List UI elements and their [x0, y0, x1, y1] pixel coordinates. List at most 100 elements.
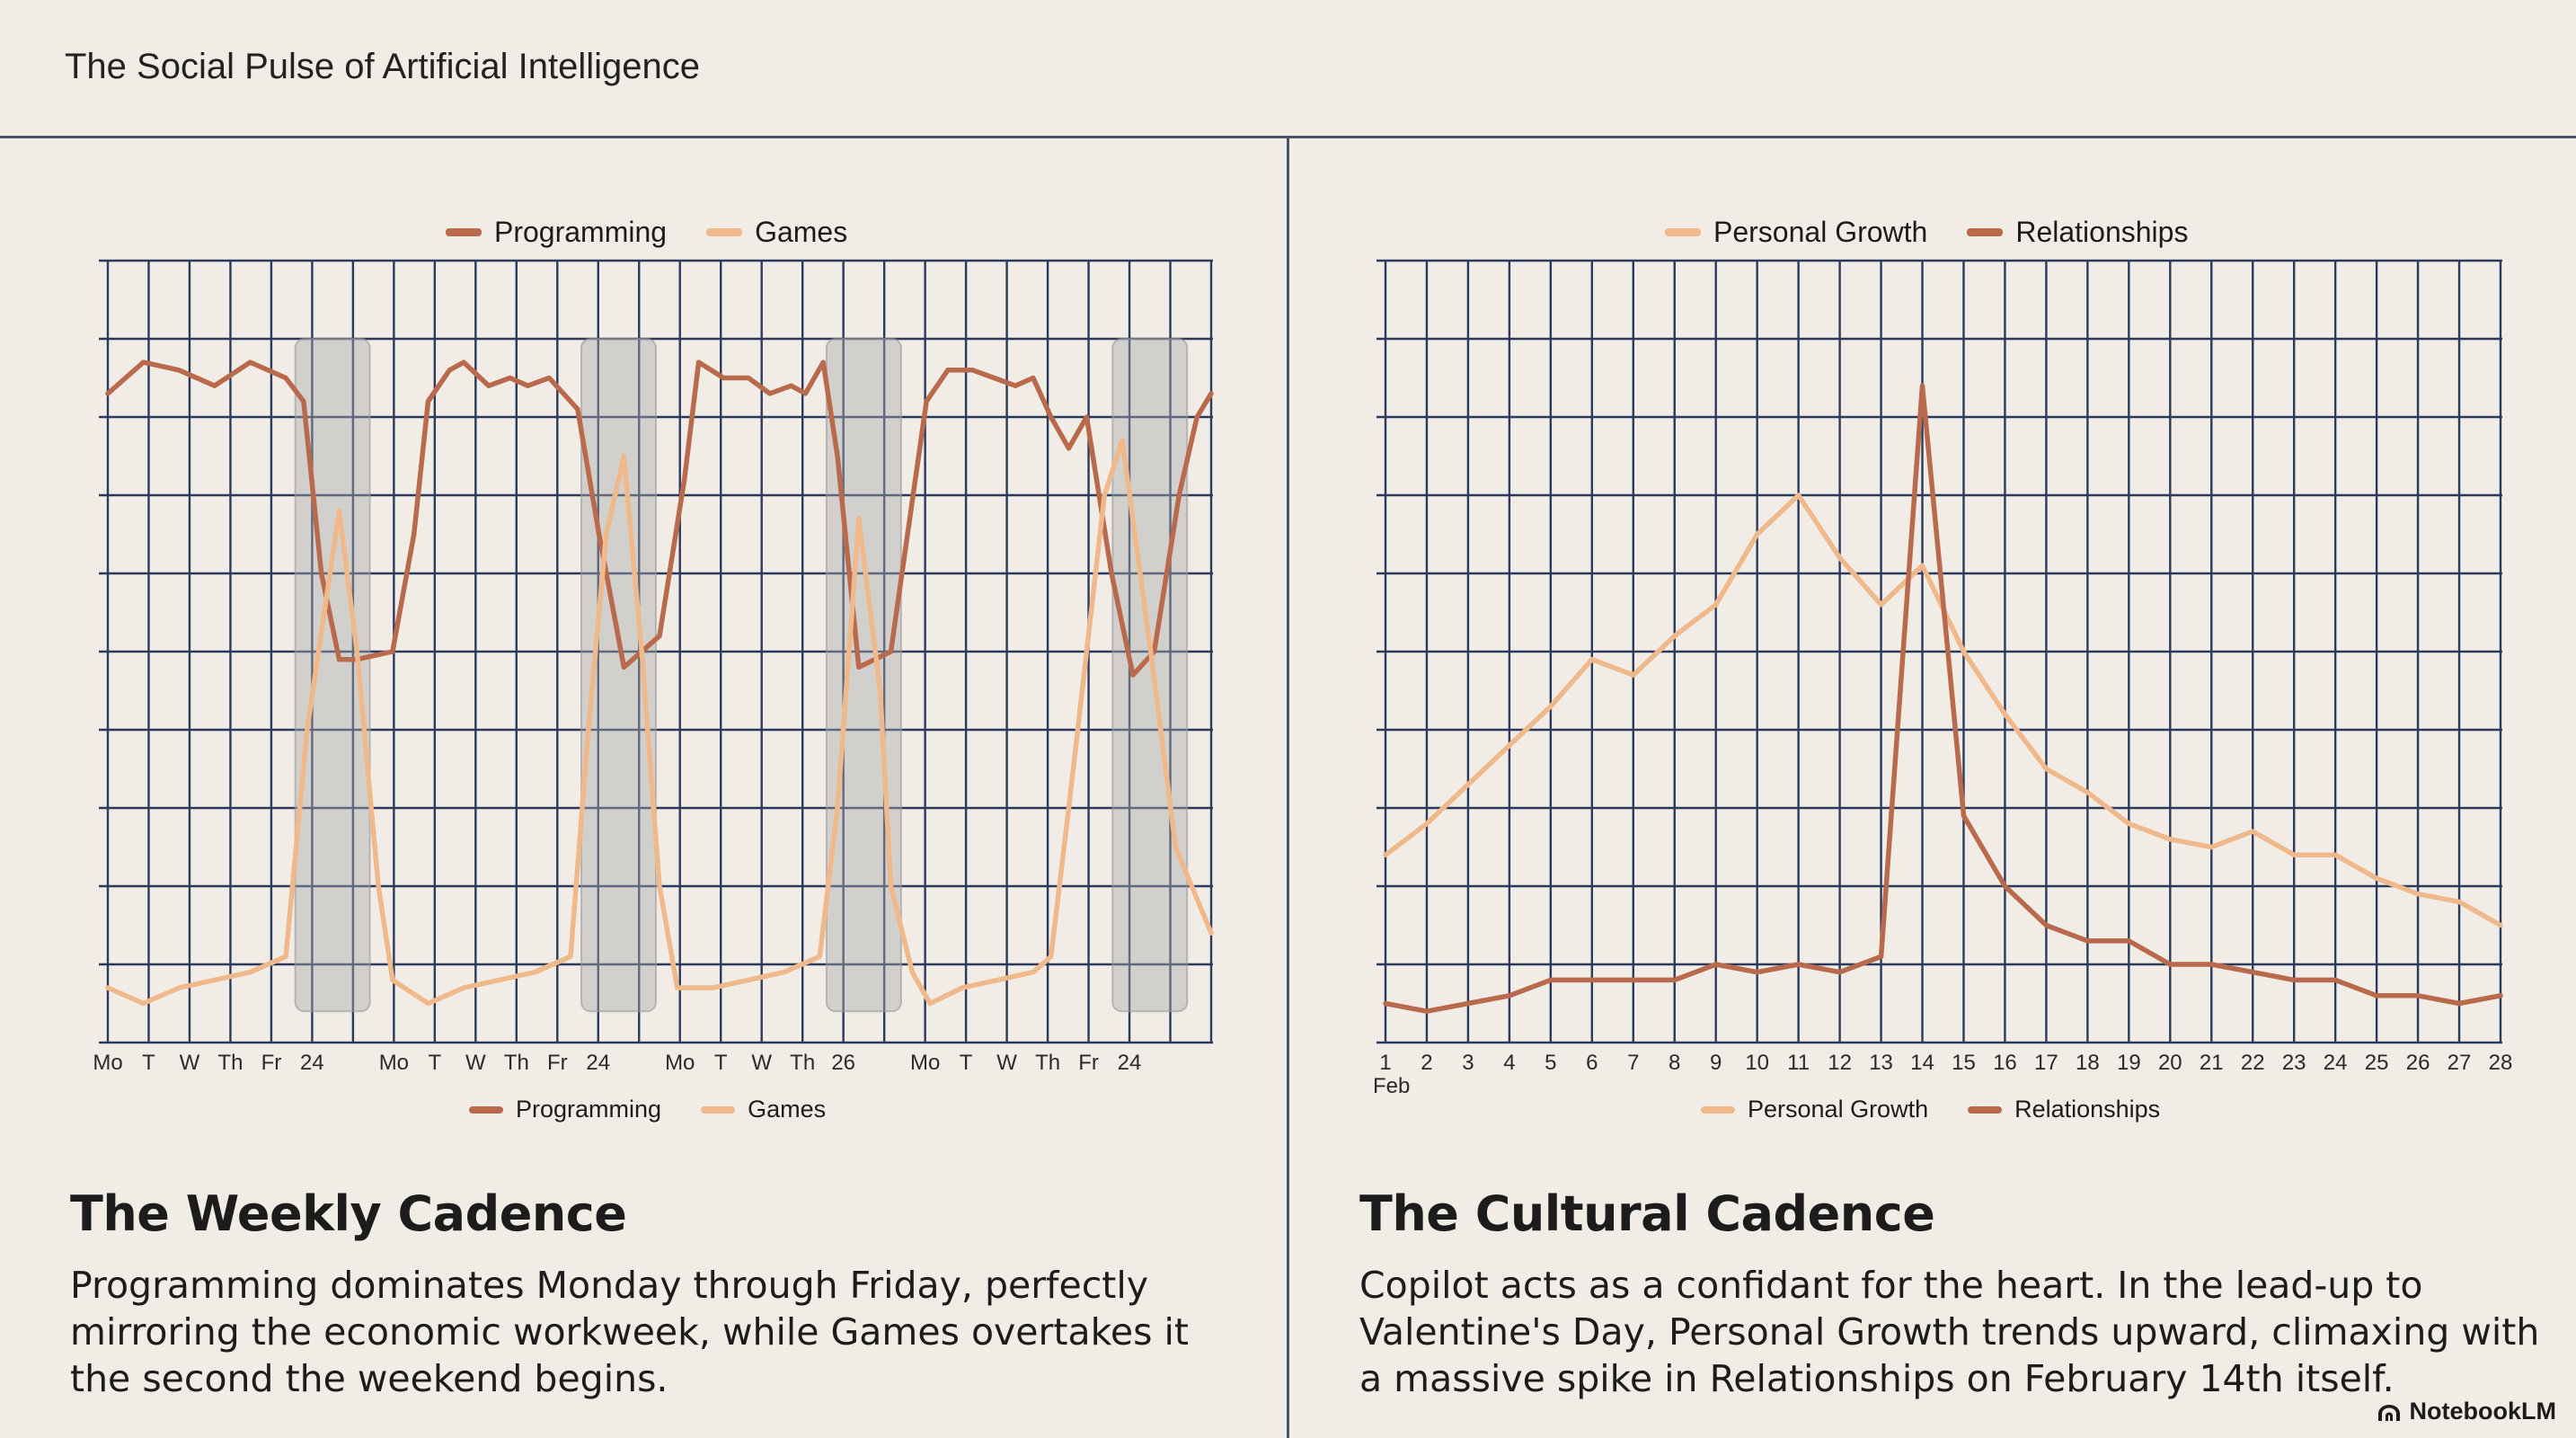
- legend-swatch: [701, 1105, 736, 1114]
- x-tick-label: 27: [2448, 1051, 2472, 1075]
- x-tick-label: 14: [1910, 1051, 1934, 1075]
- legend-swatch: [706, 228, 743, 236]
- x-tick-label: 6: [1586, 1051, 1598, 1075]
- page-title: The Social Pulse of Artificial Intellige…: [65, 47, 701, 86]
- legend-item-personal-growth: Personal Growth: [1701, 1096, 1928, 1123]
- x-tick-labels: 1 2 3 4 5 6 7 8 9 10 11 12 13 14 15 16 17 18 19 20 21 22 23 24 2…: [1373, 1051, 2512, 1098]
- x-tick-label: W: [465, 1051, 486, 1075]
- weekly-panel: Mo T W Th Fr 24 Mo T W Th Fr 24 Mo T W Th 26 Mo T W Th Fr 24 P…: [0, 138, 1287, 1438]
- x-tick-label: 18: [2076, 1051, 2100, 1075]
- weekly-legend-top: Programming Games: [446, 216, 847, 249]
- legend-swatch: [1665, 228, 1701, 236]
- x-tick-label: 24: [586, 1051, 610, 1075]
- header: The Social Pulse of Artificial Intellige…: [0, 0, 2576, 138]
- weekend-band: [825, 338, 902, 1013]
- weekend-bands: [294, 338, 1189, 1013]
- x-tick-label: 5: [1545, 1051, 1556, 1075]
- x-tick-label: Th: [217, 1051, 243, 1075]
- x-tick-label: 19: [2117, 1051, 2141, 1075]
- x-tick-label: Mo: [379, 1051, 409, 1075]
- weekly-chart: Mo T W Th Fr 24 Mo T W Th Fr 24 Mo T W Th 26 Mo T W Th Fr 24: [93, 259, 1214, 1075]
- x-tick-label: 21: [2200, 1051, 2224, 1075]
- cultural-panel: 1 2 3 4 5 6 7 8 9 10 11 12 13 14 15 16 17 18 19 20 21 22 23 24 2…: [1289, 138, 2576, 1438]
- x-tick-label: 26: [831, 1051, 855, 1075]
- x-tick-label: W: [180, 1051, 200, 1075]
- legend-item-personal-growth: Personal Growth: [1665, 216, 1927, 249]
- x-tick-label: T: [142, 1051, 155, 1075]
- x-tick-label: T: [714, 1051, 728, 1075]
- legend-label: Personal Growth: [1713, 216, 1928, 248]
- x-tick-label: 16: [1993, 1051, 2017, 1075]
- series-line-relationships: [1383, 383, 2503, 1014]
- legend-swatch: [446, 228, 482, 236]
- cultural-legend-top: Personal Growth Relationships: [1665, 216, 2188, 249]
- x-tick-label: 11: [1787, 1051, 1810, 1075]
- legend-swatch: [1967, 228, 2004, 236]
- weekly-body: Programming dominates Monday through Fri…: [70, 1264, 1189, 1400]
- x-tick-label: Mo: [93, 1051, 122, 1075]
- x-tick-label: 10: [1745, 1051, 1769, 1075]
- legend-item-games: Games: [701, 1096, 826, 1123]
- cultural-chart: 1 2 3 4 5 6 7 8 9 10 11 12 13 14 15 16 17 18 19 20 21 22 23 24 2…: [1373, 259, 2512, 1098]
- x-tick-label: 22: [2241, 1051, 2265, 1075]
- x-tick-label: 3: [1462, 1051, 1474, 1075]
- cultural-heading: The Cultural Cadence: [1359, 1185, 1935, 1242]
- legend-item-programming: Programming: [446, 216, 667, 249]
- x-tick-label: 24: [300, 1051, 324, 1075]
- x-tick-label: Mo: [665, 1051, 695, 1075]
- x-tick-label: Fr: [547, 1051, 568, 1075]
- legend-label: Games: [755, 216, 848, 248]
- series-line-games: [105, 438, 1214, 1007]
- legend-item-games: Games: [706, 216, 847, 249]
- legend-label: Programming: [494, 216, 668, 248]
- x-tick-label: 25: [2365, 1051, 2389, 1075]
- legend-label: Games: [748, 1096, 827, 1123]
- x-tick-label: 23: [2282, 1051, 2306, 1075]
- x-tick-label: 28: [2489, 1051, 2513, 1075]
- x-tick-label: 13: [1869, 1051, 1893, 1075]
- x-axis-month-label: Feb: [1373, 1074, 1410, 1098]
- x-tick-label: 24: [1118, 1051, 1142, 1075]
- legend-swatch: [469, 1105, 503, 1114]
- x-tick-label: Th: [504, 1051, 529, 1075]
- legend-swatch: [1701, 1105, 1735, 1114]
- x-tick-label: Mo: [910, 1051, 940, 1075]
- legend-item-relationships: Relationships: [1967, 216, 2188, 249]
- series-line-personal-growth: [1383, 493, 2503, 928]
- x-tick-label: 8: [1669, 1051, 1680, 1075]
- legend-label: Programming: [516, 1096, 662, 1123]
- panel-divider: [1287, 138, 1289, 1438]
- legend-label: Personal Growth: [1748, 1096, 1929, 1123]
- weekly-heading: The Weekly Cadence: [70, 1185, 627, 1242]
- grid: [1377, 259, 2502, 1044]
- cultural-legend-bottom: Personal Growth Relationships: [1701, 1096, 2160, 1123]
- x-tick-labels: Mo T W Th Fr 24 Mo T W Th Fr 24 Mo T W Th 26 Mo T W Th Fr 24: [93, 1051, 1141, 1075]
- x-tick-label: 15: [1952, 1051, 1976, 1075]
- weekly-legend-bottom: Programming Games: [469, 1096, 826, 1123]
- legend-item-relationships: Relationships: [1968, 1096, 2160, 1123]
- x-tick-label: 9: [1710, 1051, 1722, 1075]
- x-tick-label: Fr: [261, 1051, 282, 1075]
- x-tick-label: W: [996, 1051, 1017, 1075]
- legend-label: Relationships: [2014, 1096, 2161, 1123]
- x-tick-label: Th: [1035, 1051, 1060, 1075]
- x-tick-label: 20: [2158, 1051, 2182, 1075]
- series-line-programming: [105, 360, 1214, 678]
- x-tick-label: 12: [1828, 1051, 1852, 1075]
- brand-label: NotebookLM: [2409, 1398, 2556, 1425]
- legend-swatch: [1968, 1105, 2003, 1114]
- x-tick-label: Th: [790, 1051, 815, 1075]
- brand: NotebookLM: [2376, 1398, 2556, 1425]
- legend-label: Relationships: [2015, 216, 2189, 248]
- x-tick-label: T: [960, 1051, 973, 1075]
- cultural-body: Copilot acts as a confidant for the hear…: [1359, 1264, 2540, 1400]
- legend-item-programming: Programming: [469, 1096, 661, 1123]
- x-tick-label: 24: [2324, 1051, 2348, 1075]
- x-tick-label: 26: [2406, 1051, 2430, 1075]
- x-tick-label: W: [751, 1051, 772, 1075]
- x-tick-label: 4: [1503, 1051, 1515, 1075]
- x-tick-label: T: [429, 1051, 442, 1075]
- x-tick-label: Fr: [1078, 1051, 1099, 1075]
- notebooklm-logo-icon: [2377, 1404, 2400, 1421]
- weekend-band: [580, 338, 658, 1013]
